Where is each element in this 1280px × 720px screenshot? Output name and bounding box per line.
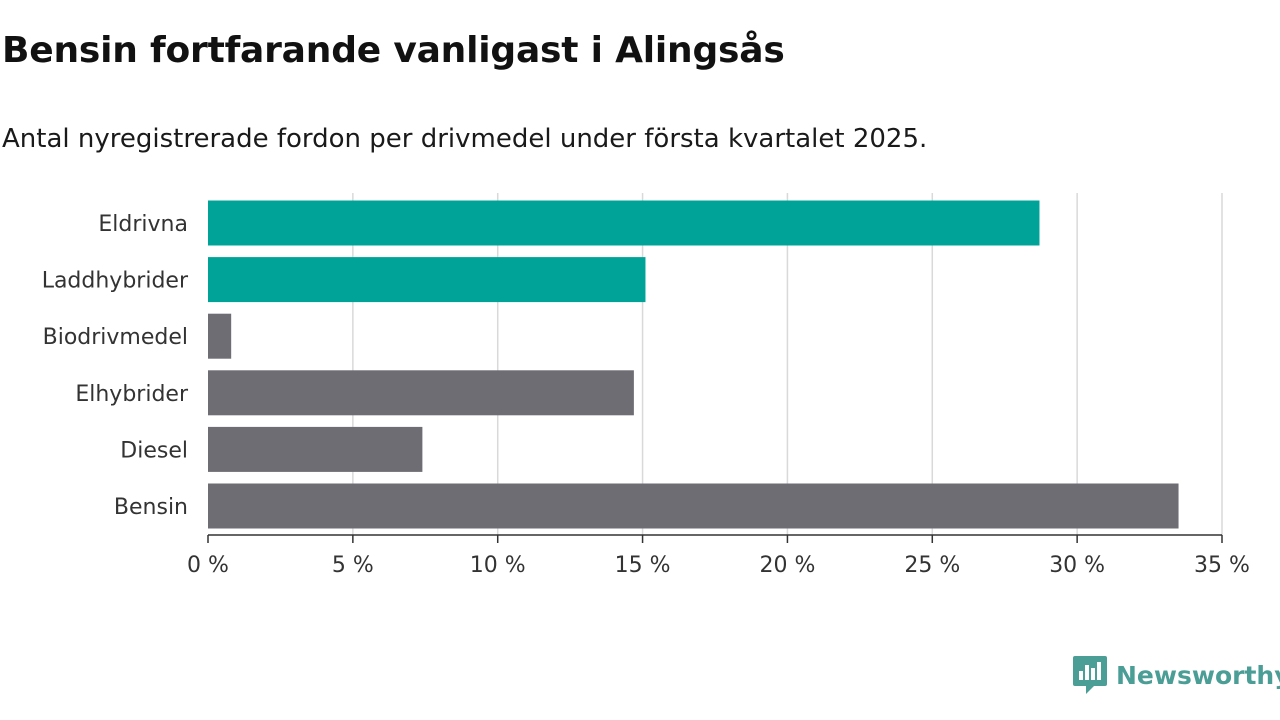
bar [208, 370, 634, 416]
category-label: Biodrivmedel [43, 325, 188, 350]
x-tick-label: 15 % [615, 553, 671, 578]
bar [208, 483, 1179, 529]
x-tick-label: 30 % [1049, 553, 1105, 578]
category-label: Elhybrider [75, 382, 189, 407]
bar [208, 200, 1040, 246]
x-tick-label: 5 % [332, 553, 374, 578]
category-label: Bensin [114, 495, 188, 520]
x-tick-label: 0 % [187, 553, 229, 578]
brand-name: Newsworthy [1116, 660, 1280, 690]
newsworthy-logo-icon [1073, 656, 1107, 694]
bar [208, 426, 423, 472]
chart-subtitle: Antal nyregistrerade fordon per drivmede… [2, 124, 928, 154]
category-label: Laddhybrider [42, 269, 189, 294]
chart-title: Bensin fortfarande vanligast i Alingsås [2, 30, 785, 71]
bar [208, 257, 646, 303]
category-label: Diesel [120, 438, 188, 463]
x-tick-label: 20 % [759, 553, 815, 578]
x-tick-label: 25 % [904, 553, 960, 578]
x-tick-label: 35 % [1194, 553, 1250, 578]
x-tick-label: 10 % [470, 553, 526, 578]
brand-logo: Newsworthy [1072, 655, 1280, 695]
category-label: Eldrivna [98, 212, 188, 237]
bar [208, 313, 232, 359]
